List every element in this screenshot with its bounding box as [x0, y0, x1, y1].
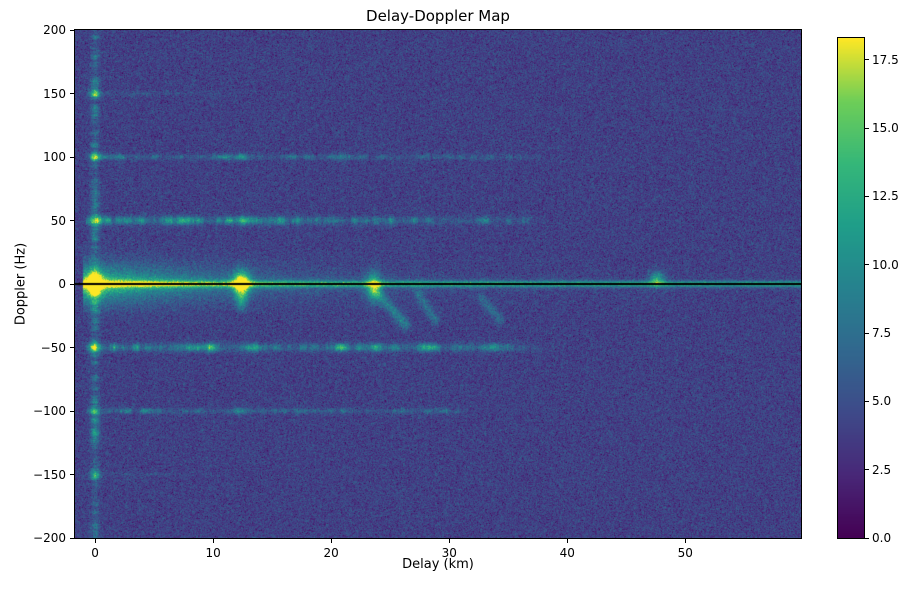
colorbar-tick-label: 0.0 — [872, 531, 892, 545]
y-tick-label: 0 — [58, 277, 66, 291]
colorbar-tick-mark — [865, 400, 869, 402]
colorbar-tick-label: 17.5 — [872, 52, 899, 67]
colorbar-tick-mark — [865, 59, 869, 61]
y-tick-mark — [70, 347, 74, 348]
colorbar-tick-label: 10.0 — [872, 257, 899, 272]
x-tick-label: 20 — [323, 546, 339, 560]
x-tick-mark — [330, 539, 332, 543]
colorbar-tick-mark — [865, 264, 869, 266]
y-tick-mark — [70, 156, 74, 158]
x-tick-label: 10 — [205, 546, 221, 560]
y-tick-mark — [70, 283, 74, 285]
colorbar-tick-mark — [865, 469, 869, 471]
heatmap-canvas — [75, 30, 801, 538]
colorbar-tick-label: 2.5 — [872, 462, 892, 477]
x-tick-label: 50 — [677, 546, 693, 560]
colorbar-tick-label: 7.5 — [872, 326, 892, 341]
y-tick-label: −150 — [33, 467, 66, 482]
plot-area — [74, 29, 802, 539]
x-tick-mark — [448, 539, 450, 543]
colorbar-tick-label: 15.0 — [872, 121, 899, 136]
colorbar-tick-mark — [865, 537, 869, 539]
y-tick-mark — [70, 410, 74, 412]
x-tick-label: 0 — [91, 546, 99, 560]
y-tick-label: 150 — [43, 86, 66, 101]
colorbar-tick-mark — [865, 332, 869, 334]
y-tick-label: 100 — [43, 150, 66, 164]
x-tick-mark — [566, 539, 568, 543]
y-tick-label: −200 — [33, 531, 66, 545]
y-tick-mark — [70, 93, 74, 94]
x-tick-label: 40 — [559, 546, 575, 560]
y-tick-mark — [70, 29, 74, 31]
y-tick-mark — [70, 537, 74, 539]
y-tick-mark — [70, 474, 74, 475]
y-tick-label: 200 — [43, 23, 66, 37]
x-tick-label: 30 — [441, 546, 457, 560]
x-tick-mark — [212, 539, 214, 543]
x-tick-mark — [94, 539, 96, 543]
y-tick-label: 50 — [50, 213, 66, 228]
colorbar-tick-mark — [865, 195, 869, 197]
colorbar-canvas — [838, 38, 864, 538]
x-axis-label: Delay (km) — [402, 557, 474, 572]
colorbar-tick-label: 12.5 — [872, 189, 899, 204]
colorbar-tick-mark — [865, 127, 869, 129]
y-tick-mark — [70, 220, 74, 221]
colorbar-tick-label: 5.0 — [872, 394, 892, 409]
y-tick-label: −100 — [33, 404, 66, 418]
y-tick-label: −50 — [40, 340, 66, 355]
colorbar — [837, 37, 865, 539]
chart-title: Delay-Doppler Map — [366, 7, 510, 25]
x-tick-mark — [684, 539, 686, 543]
